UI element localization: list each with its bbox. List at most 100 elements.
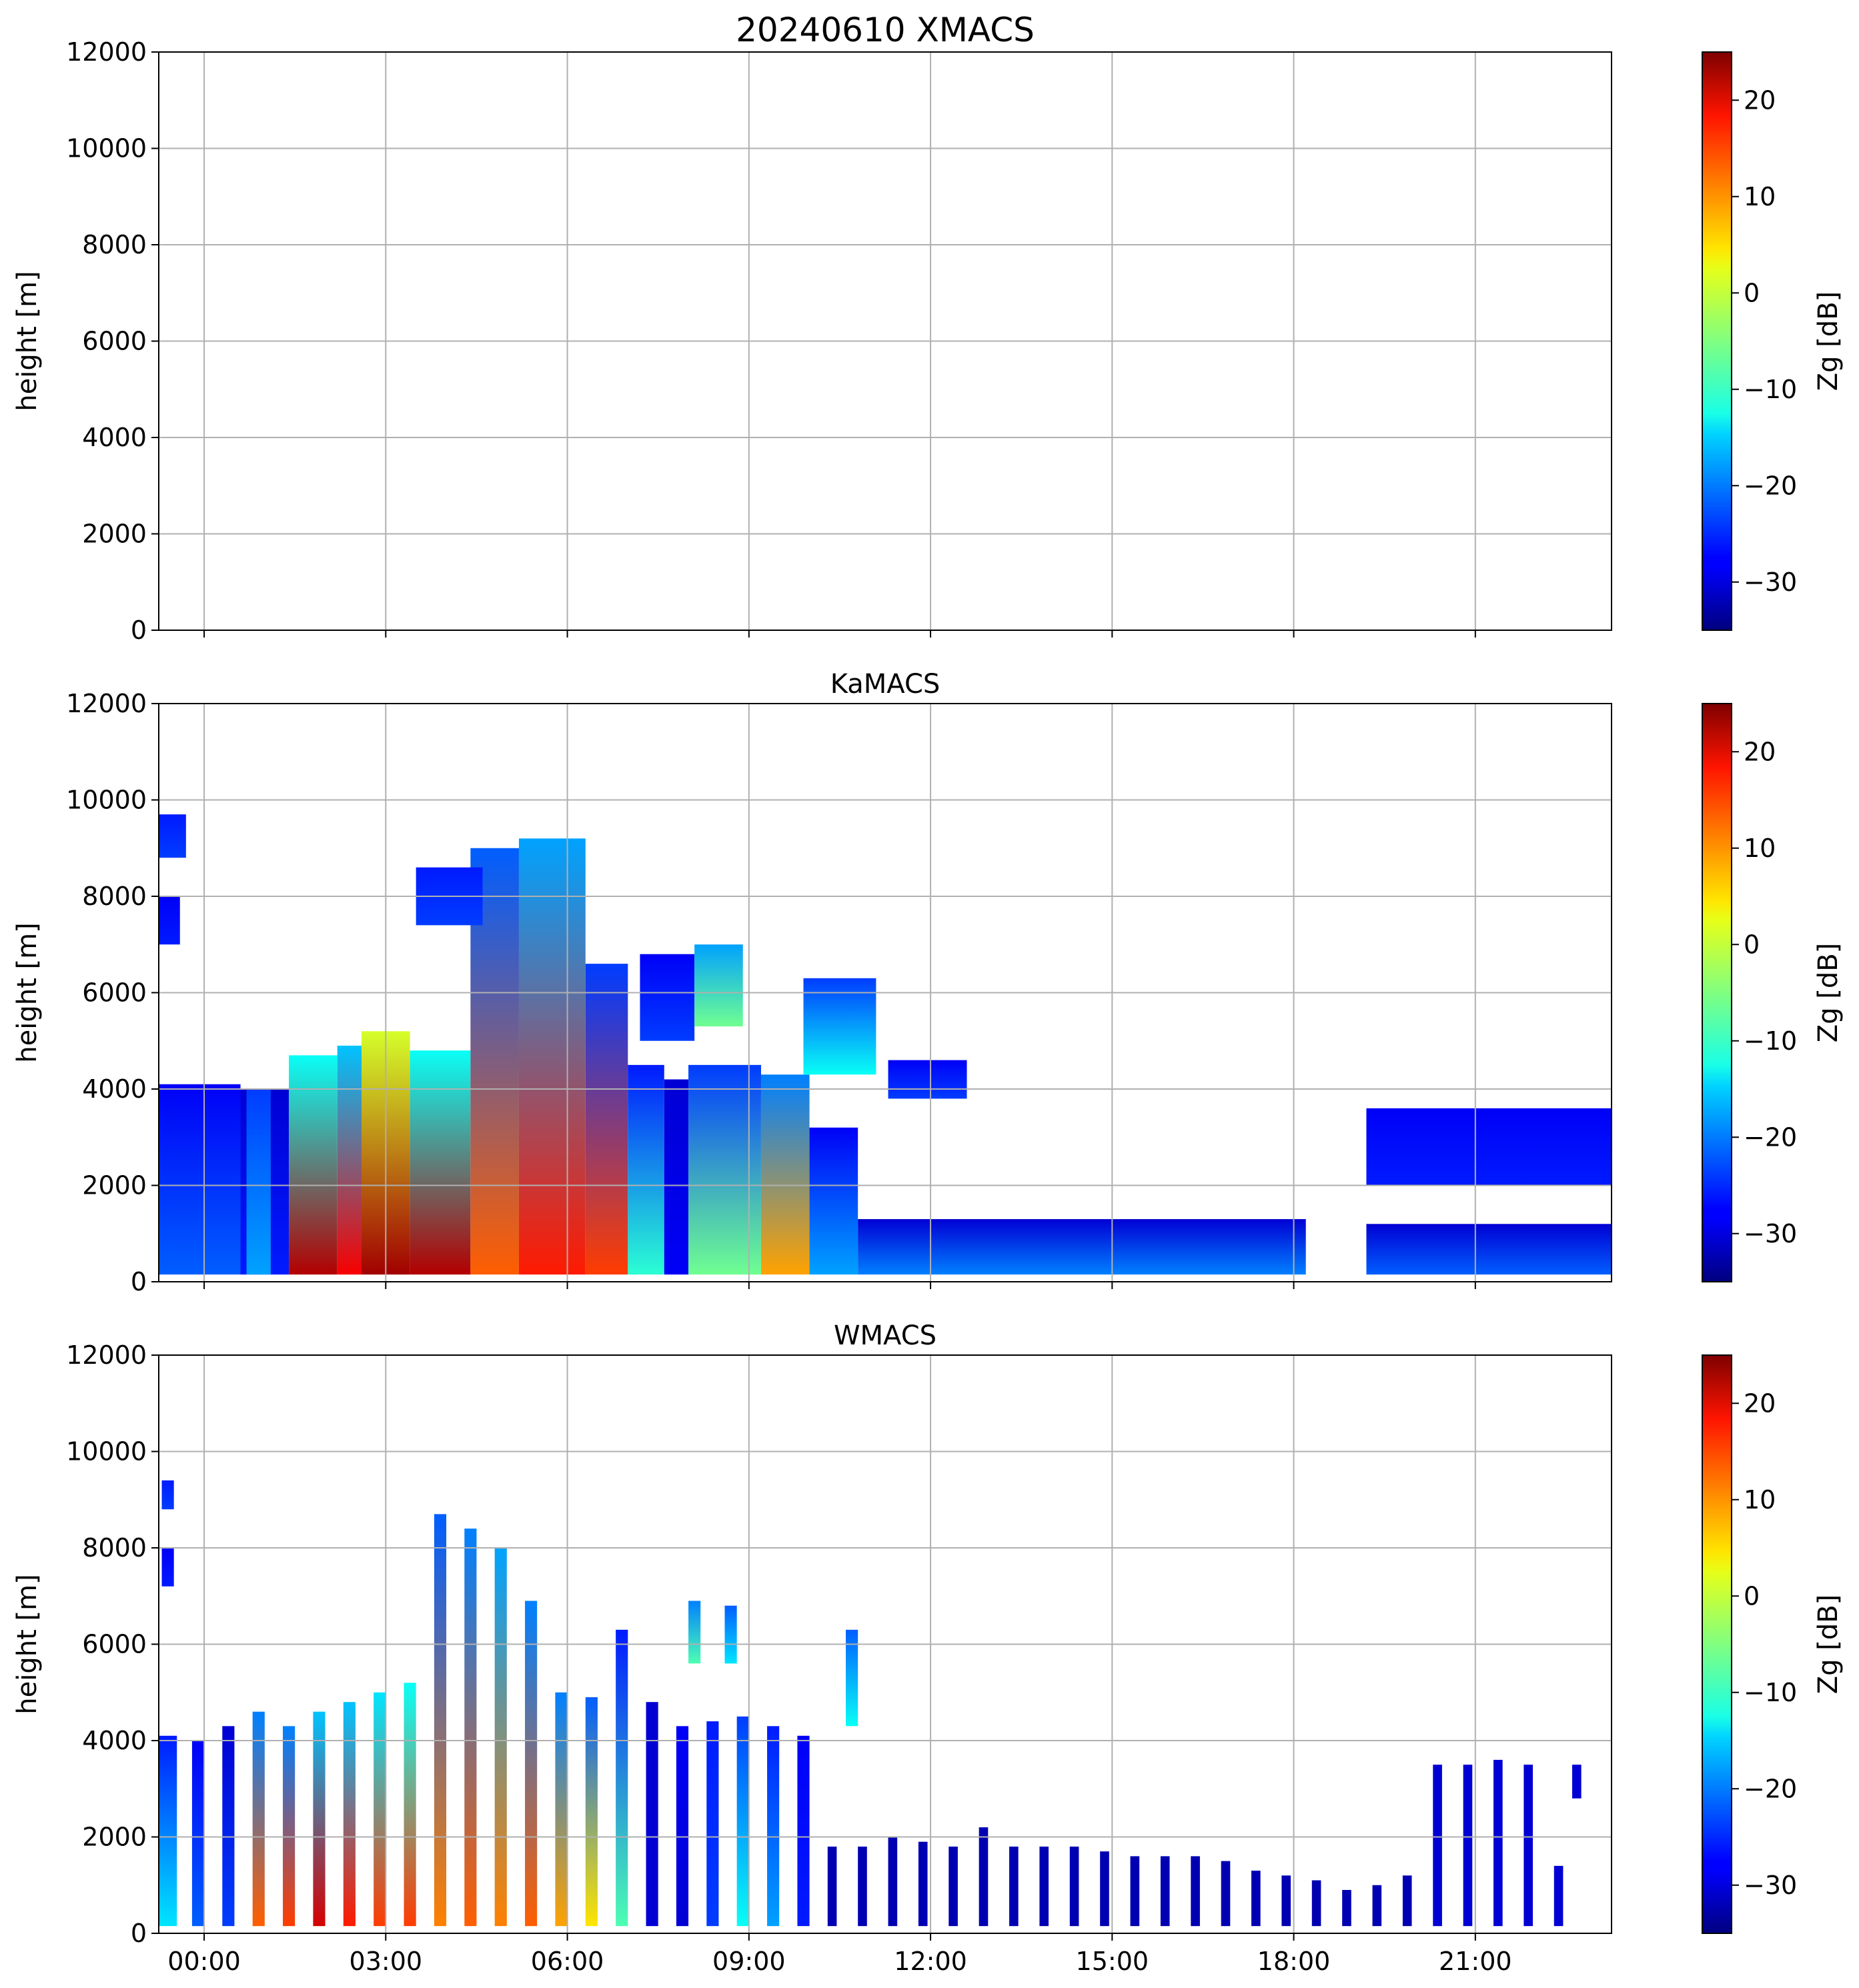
- colorbar-tick-label: 0: [1744, 278, 1760, 307]
- reflectivity-echo: [688, 1064, 761, 1275]
- reflectivity-echo: [518, 838, 586, 1275]
- colorbar-tick-label: 10: [1744, 834, 1776, 863]
- reflectivity-echo: [767, 1726, 780, 1927]
- colorbar-tick-label: 0: [1744, 930, 1760, 959]
- reflectivity-echo: [191, 1741, 205, 1927]
- reflectivity-echo: [1402, 1875, 1412, 1927]
- y-tick-label: 2000: [82, 520, 147, 549]
- reflectivity-echo: [159, 1735, 177, 1927]
- y-tick-label: 4000: [82, 1726, 147, 1755]
- reflectivity-echo: [827, 1846, 837, 1927]
- reflectivity-echo: [1366, 1108, 1612, 1186]
- colorbar: −30 −20 −10 0 10 20 Zg [dB]: [1702, 703, 1844, 1282]
- reflectivity-echo: [585, 1697, 598, 1927]
- y-tick-label: 6000: [82, 327, 147, 356]
- panel-wmacs: 0 2000 4000 6000 8000 10000 12000 00:00 03:00 06:…: [12, 1320, 1844, 1976]
- x-tick-label: 03:00: [350, 1947, 423, 1976]
- colorbar-tick-label: 20: [1744, 737, 1776, 766]
- reflectivity-echo: [888, 1060, 967, 1099]
- y-tick-label: 8000: [82, 1533, 147, 1563]
- reflectivity-echo: [858, 1219, 1306, 1275]
- reflectivity-echo: [1221, 1861, 1231, 1927]
- y-tick-label: 12000: [66, 689, 147, 718]
- reflectivity-echo: [724, 1605, 737, 1664]
- reflectivity-echo: [736, 1716, 749, 1927]
- colorbar-tick-label: −20: [1744, 1122, 1797, 1152]
- reflectivity-echo: [222, 1726, 235, 1927]
- colorbar-tick-label: 20: [1744, 1388, 1776, 1418]
- reflectivity-echo: [706, 1721, 719, 1927]
- colorbar-tick-label: −10: [1744, 1026, 1797, 1056]
- y-tick-label: 2000: [82, 1171, 147, 1200]
- reflectivity-echo: [1191, 1856, 1200, 1927]
- x-tick-label: 15:00: [1076, 1947, 1149, 1976]
- y-tick-label: 2000: [82, 1823, 147, 1852]
- reflectivity-echo: [1554, 1865, 1564, 1927]
- x-tick-label: 00:00: [167, 1947, 241, 1976]
- x-tick-label: 06:00: [531, 1947, 604, 1976]
- reflectivity-echo: [1463, 1765, 1473, 1927]
- reflectivity-echo: [404, 1683, 416, 1927]
- x-tick-label: 21:00: [1439, 1947, 1512, 1976]
- reflectivity-echo: [797, 1735, 810, 1927]
- colorbar-tick-label: −30: [1744, 1219, 1797, 1248]
- reflectivity-echo: [374, 1692, 386, 1927]
- reflectivity-echo: [628, 1064, 664, 1275]
- y-tick-label: 4000: [82, 423, 147, 452]
- y-tick-label: 10000: [66, 786, 147, 815]
- panel-kamacs: 0 2000 4000 6000 8000 10000 12000 height [m] KaM…: [12, 669, 1844, 1296]
- y-tick-label: 12000: [66, 1340, 147, 1370]
- y-tick-label: 0: [131, 616, 147, 645]
- echo-layer: [159, 1480, 1582, 1927]
- reflectivity-echo: [585, 964, 628, 1275]
- reflectivity-echo: [1281, 1875, 1291, 1927]
- reflectivity-echo: [979, 1827, 989, 1927]
- reflectivity-echo: [464, 1529, 477, 1927]
- reflectivity-echo: [289, 1055, 338, 1275]
- reflectivity-echo: [1493, 1759, 1503, 1927]
- reflectivity-echo: [252, 1711, 265, 1927]
- y-tick-label: 8000: [82, 230, 147, 259]
- colorbar-tick-label: −20: [1744, 1774, 1797, 1803]
- reflectivity-echo: [1372, 1885, 1382, 1927]
- colorbar-tick-label: −10: [1744, 375, 1797, 404]
- colorbar-tick-label: 20: [1744, 85, 1776, 115]
- reflectivity-echo: [688, 1601, 701, 1664]
- panel-title: 20240610 XMACS: [736, 11, 1035, 49]
- y-tick-label: 8000: [82, 882, 147, 911]
- colorbar-tick-label: 10: [1744, 1485, 1776, 1515]
- reflectivity-echo: [313, 1711, 326, 1927]
- reflectivity-echo: [760, 1074, 810, 1275]
- reflectivity-echo: [646, 1702, 658, 1927]
- reflectivity-echo: [1342, 1889, 1351, 1927]
- reflectivity-echo: [283, 1726, 295, 1927]
- reflectivity-echo: [1100, 1851, 1109, 1927]
- y-tick-label: 6000: [82, 978, 147, 1008]
- reflectivity-echo: [343, 1702, 356, 1927]
- reflectivity-echo: [803, 978, 876, 1075]
- colorbar: −30 −20 −10 0 10 20 Zg [dB]: [1702, 51, 1844, 631]
- y-tick-label: 10000: [66, 1437, 147, 1466]
- reflectivity-echo: [858, 1846, 867, 1927]
- colorbar-gradient: [1702, 703, 1732, 1282]
- reflectivity-echo: [337, 1045, 362, 1275]
- reflectivity-echo: [159, 1084, 241, 1275]
- reflectivity-echo: [676, 1726, 689, 1927]
- reflectivity-echo: [1009, 1846, 1019, 1927]
- colorbar-tick-label: −20: [1744, 471, 1797, 500]
- x-tick-label: 18:00: [1257, 1947, 1331, 1976]
- colorbar-tick-label: −30: [1744, 1871, 1797, 1900]
- colorbar-label: Zg [dB]: [1813, 1595, 1844, 1695]
- colorbar: −30 −20 −10 0 10 20 Zg [dB]: [1702, 1354, 1844, 1934]
- reflectivity-echo: [434, 1514, 447, 1927]
- reflectivity-echo: [494, 1548, 507, 1927]
- reflectivity-echo: [1433, 1765, 1442, 1927]
- reflectivity-echo: [159, 814, 186, 858]
- reflectivity-echo: [161, 1480, 174, 1510]
- colorbar-label: Zg [dB]: [1813, 943, 1844, 1043]
- colorbar-tick-label: −10: [1744, 1678, 1797, 1707]
- y-tick-label: 6000: [82, 1630, 147, 1659]
- reflectivity-echo: [1160, 1856, 1170, 1927]
- y-tick-label: 10000: [66, 134, 147, 163]
